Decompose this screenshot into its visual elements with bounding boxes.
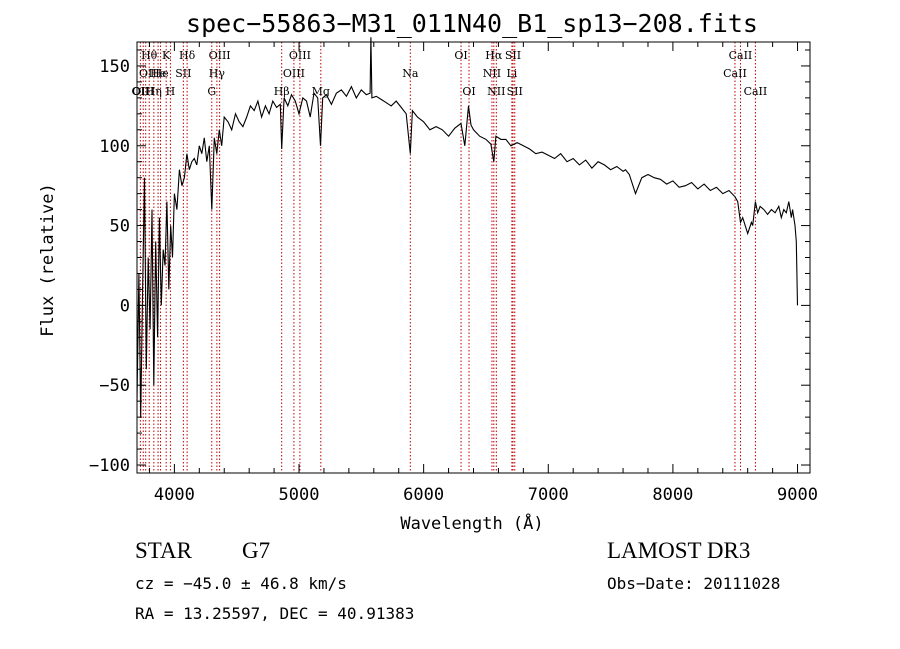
spectral-line-label: G	[207, 85, 216, 98]
x-axis-ticks: 4000 5000 6000 7000 8000 9000	[148, 42, 818, 505]
y-tick-label: 0	[120, 296, 130, 316]
spectral-line-label: Na	[402, 67, 419, 80]
spectral-line-label: CaII	[729, 49, 753, 62]
x-axis-label: Wavelength (Å)	[400, 512, 543, 534]
spectral-line-label: OI	[139, 67, 152, 80]
x-tick-label: 5000	[279, 485, 320, 505]
spectral-line-label: Hδ	[179, 49, 196, 62]
y-axis-label: Flux (relative)	[38, 183, 58, 337]
spectral-line-label: OIII	[289, 49, 311, 62]
spectrum-series-flux	[136, 37, 799, 418]
x-tick-label: 4000	[154, 485, 195, 505]
spectral-line-label: He	[150, 67, 166, 80]
x-tick-label: 8000	[652, 485, 693, 505]
spectral-line-label: SII	[175, 67, 191, 80]
spectral-line-label: H	[166, 85, 176, 98]
x-tick-label: 9000	[777, 485, 818, 505]
spectral-line-label: Hη	[146, 85, 162, 98]
spectral-line-label: CaII	[723, 67, 747, 80]
spectral-line-label: OIII	[283, 67, 305, 80]
x-tick-label: 6000	[403, 485, 444, 505]
spectral-line-label: OI	[454, 49, 467, 62]
x-tick-label: 7000	[528, 485, 569, 505]
spectral-line-label: OI	[462, 85, 475, 98]
spectral-line-label: SII	[505, 49, 521, 62]
y-tick-label: 150	[99, 57, 130, 77]
chart-title: spec−55863−M31_011N40_B1_sp13−208.fits	[186, 9, 758, 38]
coordinates: RA = 13.25597, DEC = 40.91383	[135, 604, 415, 623]
spectral-line-label: CaII	[744, 85, 768, 98]
y-tick-label: −50	[99, 376, 130, 396]
y-tick-label: 100	[99, 137, 130, 157]
spectral-line-label: Hβ	[274, 85, 290, 98]
spectral-line-labels: OIIOIIIOIHθHηHeHeKHSIIHδGHγOIIIHβOIIIOII…	[132, 49, 768, 98]
y-tick-label: 50	[110, 217, 130, 237]
spectral-line-label: NII	[483, 67, 501, 80]
spectral-line-label: Hγ	[209, 67, 226, 80]
spectral-line-label: Li	[506, 67, 517, 80]
spectral-line-label: Hα	[485, 49, 503, 62]
spectral-line-label: SII	[507, 85, 523, 98]
spectral-line-label: NII	[487, 85, 505, 98]
spectral-line-label: OIII	[132, 85, 154, 98]
spectral-line-label: OII	[132, 85, 150, 98]
spectral-line-label: K	[162, 49, 171, 62]
spectral-line-markers	[139, 42, 756, 473]
spectral-line-label: Hθ	[141, 49, 158, 62]
survey-name: LAMOST DR3	[607, 538, 751, 563]
spectral-line-label: Mg	[312, 85, 330, 98]
spectral-line-label: OIII	[209, 49, 231, 62]
y-axis-ticks: −100 −50 0 50 100 150	[89, 49, 810, 476]
plot-frame	[136, 41, 811, 474]
object-subclass: G7	[242, 538, 271, 563]
observation-date: Obs−Date: 20111028	[607, 574, 781, 593]
spectral-line-label: He	[153, 67, 169, 80]
object-class: STAR	[135, 538, 192, 563]
y-tick-label: −100	[89, 456, 130, 476]
redshift-velocity: cz = −45.0 ± 46.8 km/s	[135, 574, 347, 593]
